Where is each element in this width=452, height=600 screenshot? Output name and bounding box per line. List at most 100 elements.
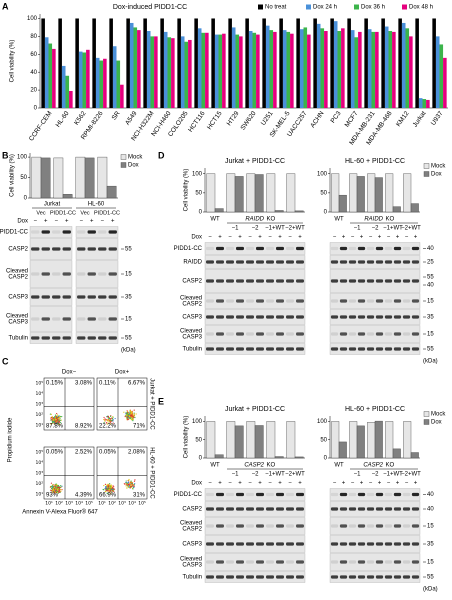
marker-label: 15 [427, 299, 434, 305]
blot-band [411, 492, 420, 497]
flow-event [134, 416, 136, 419]
blot-band [206, 542, 214, 546]
blot-row-label: Cleaved [6, 314, 28, 320]
bar [206, 421, 216, 459]
group-label: KO [267, 463, 276, 469]
y-tick-label: 10³ [35, 402, 43, 408]
blot-band [296, 260, 304, 264]
bar [371, 31, 376, 108]
dox-sign: − [228, 235, 232, 241]
dox-sign: − [208, 235, 212, 241]
blot-band [348, 315, 357, 319]
blot-band [266, 260, 274, 264]
blot-row-label: PIDD1-CC [174, 492, 203, 498]
flow-event [108, 484, 110, 486]
blot-band [402, 315, 411, 319]
flow-event [106, 488, 108, 490]
blot-band [216, 347, 224, 351]
flow-event [104, 483, 107, 485]
flow-event [60, 490, 62, 492]
dox-sign: + [298, 235, 302, 241]
blot-band [330, 246, 339, 251]
y-tick-label: 10⁵ [35, 381, 43, 387]
bar [273, 31, 277, 108]
flow-event [107, 422, 109, 424]
blot-band [348, 524, 357, 528]
blot-row-label: CASP3 [182, 315, 202, 321]
blot-strip [329, 571, 421, 583]
blot-band [62, 272, 71, 276]
legend-swatch [423, 171, 430, 177]
blot-strip [329, 309, 421, 325]
flow-event [131, 484, 133, 486]
bar [294, 456, 304, 459]
bar [206, 173, 216, 213]
flow-event [111, 487, 114, 489]
blot-band [402, 299, 411, 303]
bar [381, 18, 385, 109]
blot-band [246, 246, 254, 251]
blot-band [330, 299, 339, 303]
x-tick-label: 10⁴ [75, 501, 83, 507]
bar [265, 25, 270, 109]
blot-band [77, 247, 86, 251]
blot-strip [329, 255, 421, 269]
group-label: Jurkat [44, 202, 61, 208]
flow-event [56, 419, 58, 421]
flow-event [57, 417, 59, 419]
y-tick-label: 50 [320, 437, 327, 443]
blot-band [330, 347, 339, 351]
bar [279, 18, 283, 109]
flow-event [56, 488, 59, 490]
bar [58, 18, 62, 109]
flow-event [51, 490, 53, 492]
flow-event [104, 420, 106, 422]
bar [214, 34, 219, 108]
blot-band [206, 246, 214, 251]
bar [286, 173, 296, 213]
unit-label: (kDa) [121, 348, 136, 354]
dox-sign: + [342, 481, 346, 487]
marker-label: 25 [427, 260, 434, 266]
marker-label: 55 [125, 336, 132, 342]
dox-sign: − [387, 235, 391, 241]
group-label: HL-60 [88, 202, 105, 208]
dox-sign: + [90, 219, 94, 225]
blot-strip [75, 288, 119, 306]
blot-band [41, 272, 50, 276]
bar [254, 174, 264, 213]
blot-row-label: Tubulin [183, 575, 202, 581]
bar [256, 34, 260, 108]
blot-band [375, 560, 384, 564]
bar [330, 18, 334, 109]
group-label: KO [267, 217, 276, 223]
flow-event [109, 488, 111, 491]
bar [82, 52, 87, 108]
blot-band [357, 347, 366, 351]
legend-label: Dox [431, 172, 442, 178]
flow-event [126, 410, 128, 412]
blot-strip [75, 238, 119, 260]
bar [349, 173, 358, 213]
dox-sign: + [111, 219, 115, 225]
x-tick-label: −2 [372, 472, 380, 478]
blot-band [393, 560, 402, 564]
dox-sign: + [238, 481, 242, 487]
blot-band [246, 524, 254, 528]
blot-band [296, 246, 304, 251]
y-tick-label: 50 [320, 190, 327, 196]
bar [188, 39, 192, 108]
bar [154, 36, 158, 108]
blot-row-label: CASP3 [8, 320, 28, 326]
bar [392, 448, 401, 459]
blot-band [402, 507, 411, 511]
dox-sign: − [288, 481, 292, 487]
y-tick-label: 10¹ [35, 491, 43, 497]
quadrant-percent: 71% [133, 424, 146, 430]
y-tick-label: 0 [324, 456, 328, 462]
bar [435, 36, 440, 108]
group-label: RAIDD [245, 217, 264, 223]
blot-band [296, 492, 304, 497]
flow-event [59, 488, 62, 491]
